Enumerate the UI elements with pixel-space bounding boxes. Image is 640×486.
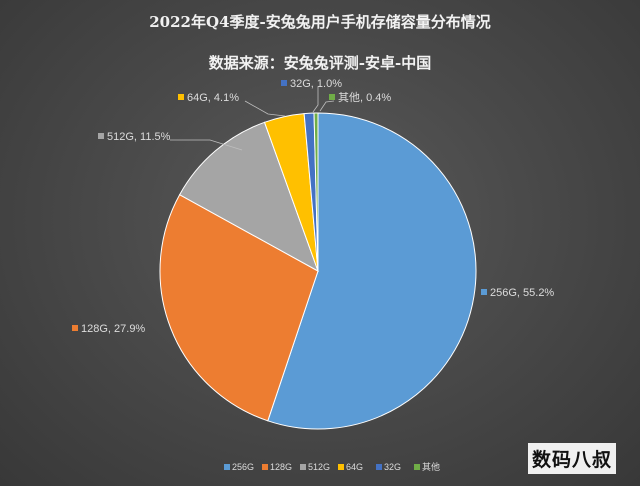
- pie-slice-128G: [159, 194, 319, 422]
- data-label-32G: 32G, 1.0%: [290, 78, 342, 90]
- data-label-128G: 128G, 27.9%: [81, 323, 145, 335]
- data-label-256G: 256G, 55.2%: [490, 287, 554, 299]
- legend-label-其他: 其他: [422, 461, 440, 472]
- legend-swatch-512G: [300, 464, 306, 470]
- data-label-64G: 64G, 4.1%: [187, 92, 239, 104]
- legend-swatch-128G: [262, 464, 268, 470]
- chart-title: 2022年Q4季度-安兔兔用户手机存储容量分布情况: [149, 13, 490, 31]
- legend: 256G 128G 512G 64G 32G 其他: [224, 461, 440, 472]
- pie-slices: [159, 112, 477, 430]
- pie-slice-512G: [178, 121, 319, 273]
- legend-swatch-32G: [376, 464, 382, 470]
- legend-label-64G: 64G: [346, 462, 363, 472]
- leader-lines: [170, 87, 335, 151]
- data-label-marker-32G: [281, 80, 287, 86]
- chart-subtitle: 数据来源：安兔兔评测-安卓-中国: [209, 54, 431, 72]
- leader-line-512G: [170, 139, 243, 151]
- data-label-marker-其他: [329, 94, 335, 100]
- data-label-512G: 512G, 11.5%: [107, 131, 171, 143]
- pie-slice-256G: [267, 112, 477, 430]
- legend-swatch-256G: [224, 464, 230, 470]
- legend-swatch-其他: [414, 464, 420, 470]
- legend-label-256G: 256G: [232, 462, 254, 472]
- legend-label-512G: 512G: [308, 462, 330, 472]
- watermark: 数码八叔: [527, 443, 616, 474]
- data-labels: 256G, 55.2% 128G, 27.9% 512G, 11.5% 64G, 4.…: [72, 78, 554, 335]
- data-label-marker-256G: [481, 289, 487, 295]
- data-label-marker-128G: [72, 325, 78, 331]
- legend-swatch-64G: [338, 464, 344, 470]
- data-label-marker-64G: [178, 94, 184, 100]
- leader-line-32G: [312, 87, 319, 113]
- leader-line-其他: [319, 100, 335, 112]
- legend-label-128G: 128G: [270, 462, 292, 472]
- data-label-其他: 其他, 0.4%: [338, 91, 391, 104]
- legend-label-32G: 32G: [384, 462, 401, 472]
- leader-line-64G: [244, 100, 286, 117]
- data-label-marker-512G: [98, 133, 104, 139]
- pie-slice-其他: [313, 112, 319, 272]
